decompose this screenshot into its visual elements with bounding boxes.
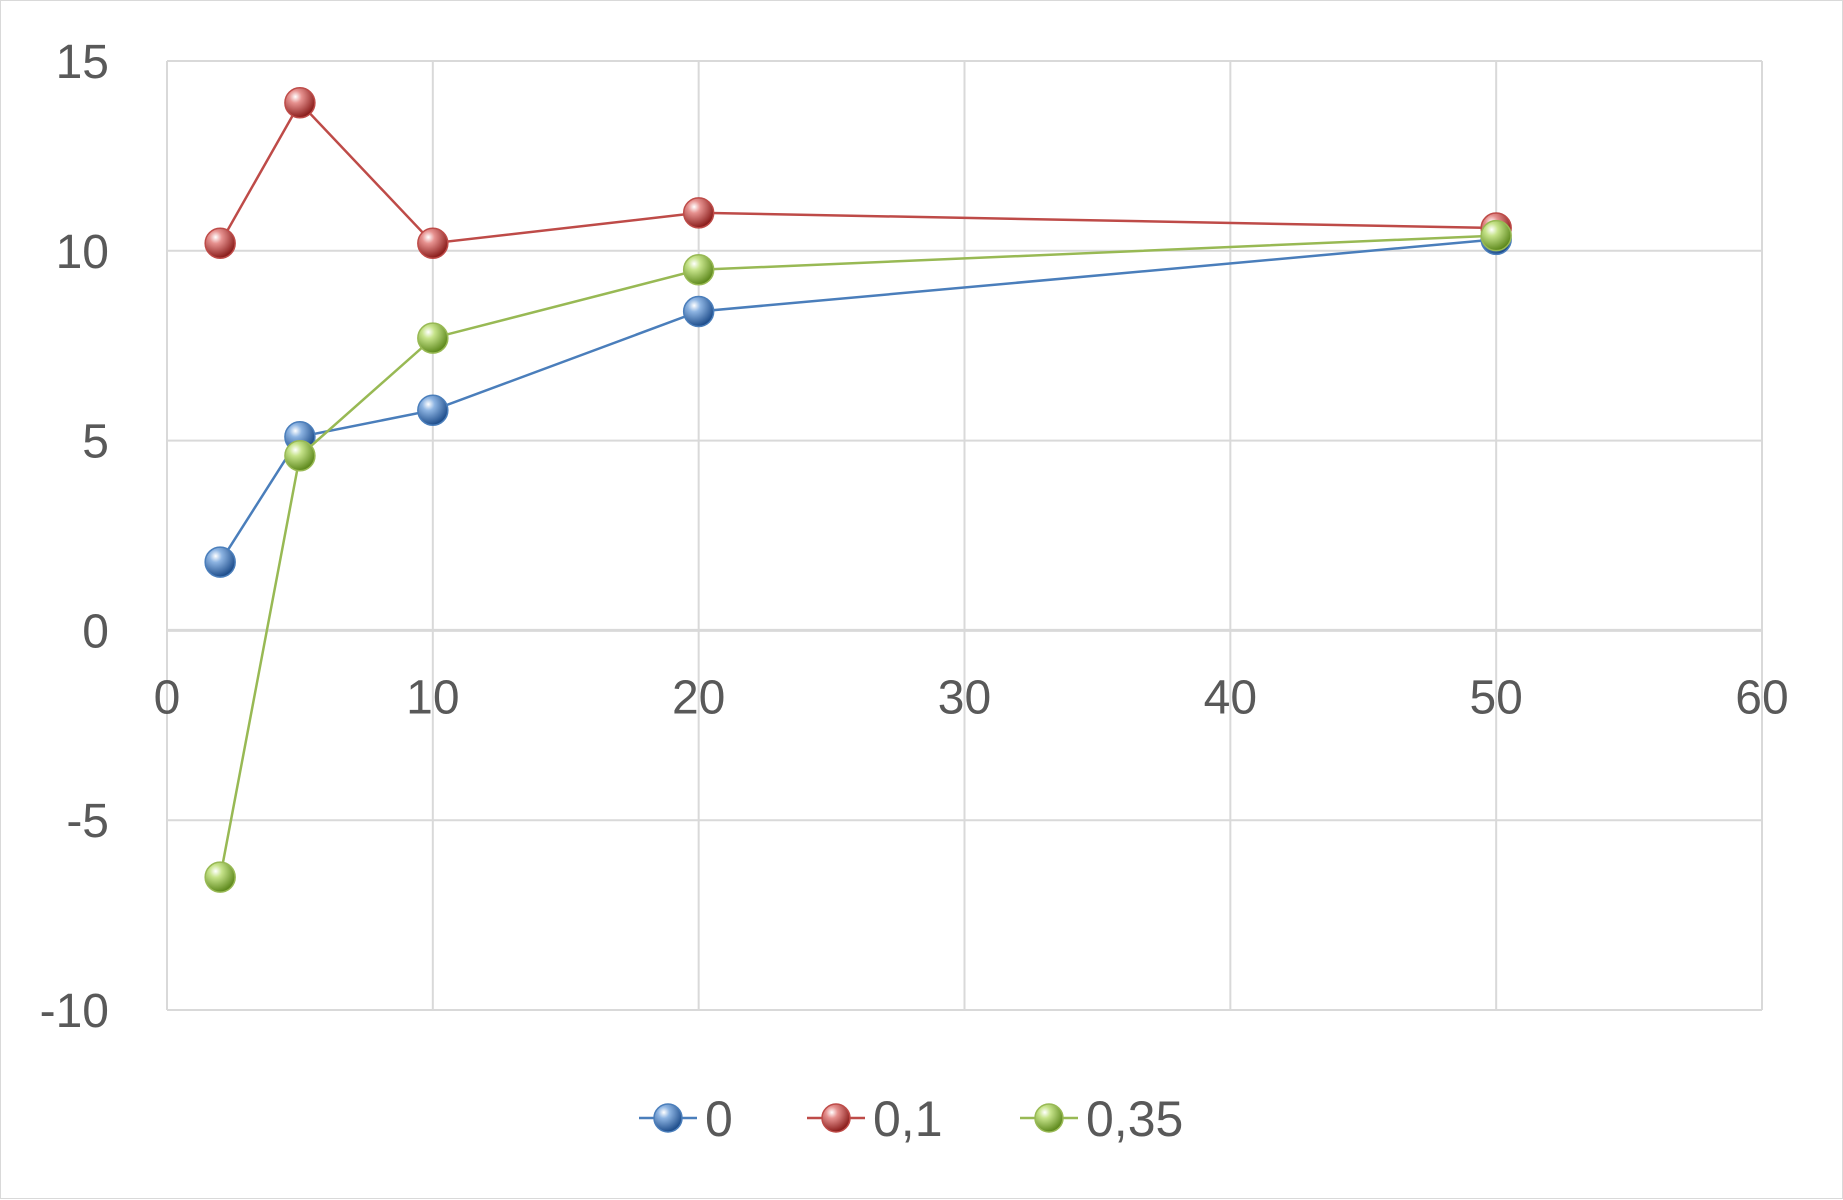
- data-point: [1480, 219, 1512, 252]
- series-line: [219, 238, 1497, 563]
- series-2: [204, 219, 1512, 893]
- data-point: [682, 197, 715, 229]
- x-tick-label: 20: [672, 671, 725, 724]
- x-tick-label: 30: [938, 671, 991, 724]
- x-tick-label: 60: [1735, 671, 1788, 724]
- x-tick-label: 40: [1204, 671, 1257, 724]
- legend-label: 0: [705, 1091, 733, 1147]
- axis-tick-labels: 0 10 20 30 40 50 60 -10 -5 0 5 10 15: [40, 36, 1789, 1038]
- legend-item: 0,1: [807, 1091, 943, 1147]
- y-tick-label: -10: [40, 985, 109, 1038]
- series-group: [204, 87, 1512, 893]
- legend-label: 0,1: [873, 1091, 943, 1147]
- legend-item: 0: [639, 1091, 733, 1147]
- y-tick-label: 0: [82, 605, 109, 658]
- grid-lines: [166, 60, 1763, 1011]
- legend-label: 0,35: [1086, 1091, 1183, 1147]
- data-point: [284, 440, 316, 472]
- x-tick-label: 50: [1469, 671, 1522, 724]
- legend-marker: [821, 1103, 851, 1133]
- series-1: [204, 87, 1512, 259]
- series-0: [204, 223, 1512, 578]
- data-point: [204, 227, 236, 259]
- data-point: [204, 546, 236, 578]
- legend-marker: [653, 1103, 683, 1133]
- legend-item: 0,35: [1020, 1091, 1183, 1147]
- series-line: [218, 234, 1497, 878]
- x-tick-label: 0: [154, 671, 181, 724]
- y-tick-label: 15: [56, 36, 109, 89]
- data-point: [417, 322, 449, 354]
- data-point: [682, 295, 715, 328]
- x-tick-label: 10: [406, 671, 459, 724]
- data-point: [204, 861, 236, 893]
- y-tick-label: 10: [56, 226, 109, 279]
- legend: 0 0,1 0,35: [639, 1091, 1183, 1147]
- y-tick-label: -5: [66, 795, 109, 848]
- data-point: [284, 87, 316, 119]
- series-line: [219, 100, 1497, 245]
- legend-marker: [1034, 1103, 1064, 1133]
- y-tick-label: 5: [82, 416, 109, 469]
- data-point: [682, 254, 715, 286]
- data-point: [417, 394, 449, 426]
- data-point: [417, 227, 449, 259]
